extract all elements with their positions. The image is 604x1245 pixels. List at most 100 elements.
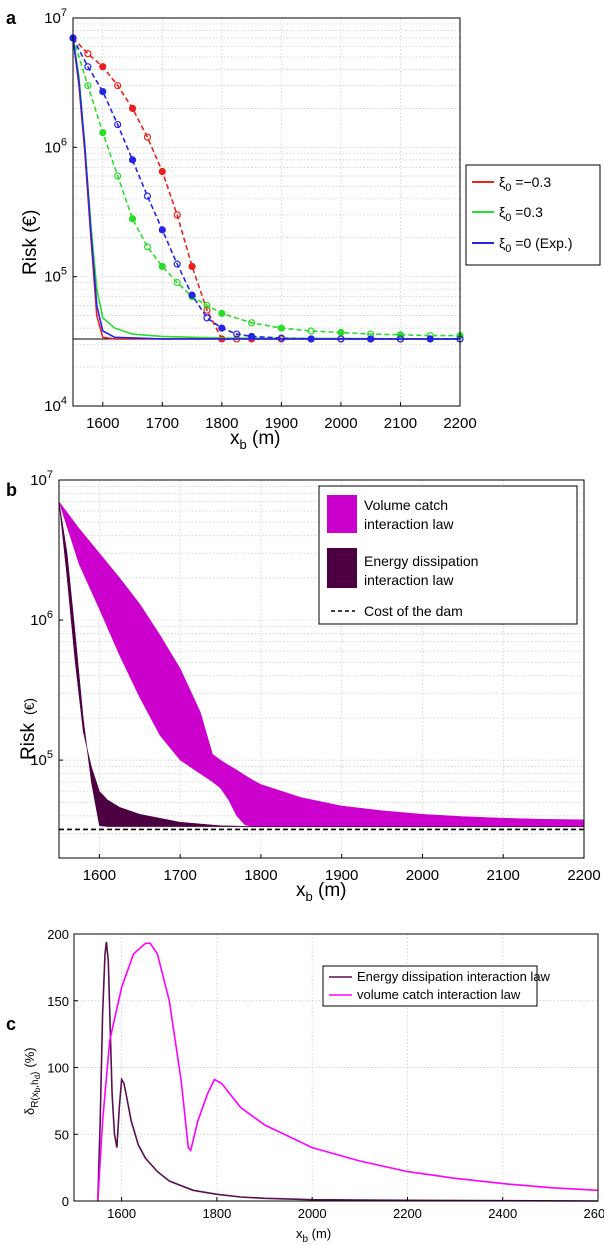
series-2-dashed-line [72, 37, 460, 337]
series-3-point [277, 334, 285, 342]
y-tick-label: 105 [30, 749, 53, 769]
x-tick-label: 1900 [265, 415, 298, 432]
panel-c-grid [74, 934, 598, 1201]
legend-a-label-3: ξ0 =0 (Exp.) [499, 235, 573, 255]
legend-a-label-1: ξ0 =−0.3 [499, 174, 551, 194]
series-3-point [158, 226, 166, 234]
series-2-point [203, 301, 211, 309]
panel-c-plot-area [97, 941, 599, 1202]
x-tick-label: 2200 [567, 867, 600, 884]
x-tick-label: 1700 [163, 867, 196, 884]
series-1-point [143, 133, 152, 141]
x-tick-label: 2000 [298, 1206, 327, 1221]
x-tick-label: 1800 [202, 1206, 231, 1221]
series-1-dashed-line [72, 37, 460, 340]
y-tick-label: 50 [55, 1127, 69, 1142]
y-tick-label: 106 [44, 136, 67, 156]
series-2-point [99, 128, 107, 137]
series-3-point [128, 156, 137, 164]
x-tick-label: 2000 [324, 415, 357, 432]
panel-b-legend-box [318, 485, 578, 625]
legend-b-label-1a: Volume catch [364, 497, 448, 513]
series-1-point [128, 104, 137, 113]
panel-c-xlabel: xb (m) [296, 1226, 331, 1245]
series-3-dashed-line [72, 37, 460, 340]
panel-a-y-ticks: 104 105 106 107 [44, 7, 77, 415]
panel-b: b 1600 1700 1800 1900 2000 2100 2200 105 106 107… [6, 469, 601, 904]
series-2-point [143, 243, 152, 251]
series-3-point [188, 291, 196, 299]
legend-a-label-2: ξ0 =0.3 [499, 204, 543, 224]
x-tick-label: 2100 [487, 867, 520, 884]
series-2-point [114, 172, 122, 180]
series-2-point [158, 262, 166, 271]
series-3-point [114, 120, 122, 129]
series-3-point [218, 324, 226, 332]
panel-c-legend-box [322, 965, 538, 1007]
panel-a-x-ticks: 1600 1700 1800 1900 2000 2100 2200 [86, 402, 477, 432]
panel-b-xlabel: xb (m) [296, 880, 347, 904]
panel-b-legend: Volume catch interaction law Energy diss… [318, 485, 578, 625]
series-2-point [277, 324, 285, 332]
series-1-point [84, 50, 92, 58]
panel-a-ylabel: Risk (€) [20, 210, 41, 275]
series-3-point [99, 87, 107, 96]
y-tick-label: 0 [62, 1194, 69, 1209]
panel-b-letter: b [6, 480, 17, 500]
panel-b-x-ticks: 1600 1700 1800 1900 2000 2100 2200 [83, 854, 601, 884]
panel-b-ylabel: Risk(€) [18, 698, 39, 760]
series-1-point [203, 306, 211, 314]
series-3-point [173, 260, 181, 268]
x-tick-label: 1800 [244, 867, 277, 884]
x-tick-label: 1800 [205, 415, 238, 432]
x-tick-label: 1900 [325, 867, 358, 884]
x-tick-label: 2100 [384, 415, 417, 432]
y-tick-label: 105 [44, 266, 67, 286]
legend-b-label-2b: interaction law [364, 572, 454, 588]
panel-a-xlabel: xb (m) [230, 428, 281, 452]
series-3-point [84, 63, 92, 71]
series-1-solid-line [72, 37, 460, 340]
panel-b-y-ticks: 105 106 107 [30, 469, 63, 769]
panel-c-ylabel: δR(xb,hd)(%) [22, 1047, 42, 1115]
y-tick-label: 104 [44, 395, 67, 415]
series-2-solid-line [72, 37, 461, 340]
panel-c-y-ticks: 0 50 100 150 200 [47, 927, 78, 1209]
x-tick-label: 2400 [488, 1206, 517, 1221]
x-tick-label: 1600 [83, 867, 116, 884]
panel-a: a 1600 1700 1800 1900 2000 2100 2200 104 105 106… [6, 7, 601, 452]
series-3-point [203, 314, 211, 322]
legend-b-swatch-1 [327, 495, 357, 533]
series-1-point [99, 63, 107, 71]
y-tick-label: 106 [30, 609, 53, 629]
panel-a-grid [73, 18, 460, 406]
series-1-line [97, 941, 599, 1202]
legend-b-swatch-2 [327, 548, 357, 588]
series-2-point [218, 309, 226, 317]
panel-c-legend: Energy dissipation interaction law volum… [322, 965, 551, 1007]
series-1-point [173, 211, 181, 219]
panel-a-legend: ξ0 =−0.3 ξ0 =0.3 ξ0 =0 (Exp.) [465, 164, 601, 266]
panel-a-frame [72, 17, 461, 407]
x-tick-label: 1600 [86, 415, 119, 432]
legend-c-label-1: Energy dissipation interaction law [357, 969, 551, 984]
series-2-point [248, 319, 256, 327]
series-3-point [233, 330, 241, 338]
x-tick-label: 2000 [406, 867, 439, 884]
series-2-line [97, 942, 599, 1202]
y-tick-label: 107 [44, 7, 67, 27]
series-2-point [307, 327, 315, 335]
series-2-point [84, 82, 92, 90]
panel-a-letter: a [6, 8, 17, 28]
y-tick-label: 100 [47, 1061, 69, 1076]
legend-c-label-2: volume catch interaction law [357, 987, 521, 1002]
series-2-point [173, 278, 181, 287]
y-tick-label: 200 [47, 927, 69, 942]
x-tick-label: 2200 [393, 1206, 422, 1221]
series-1-point [114, 82, 122, 90]
y-tick-label: 107 [30, 469, 53, 489]
x-tick-label: 1700 [146, 415, 179, 432]
